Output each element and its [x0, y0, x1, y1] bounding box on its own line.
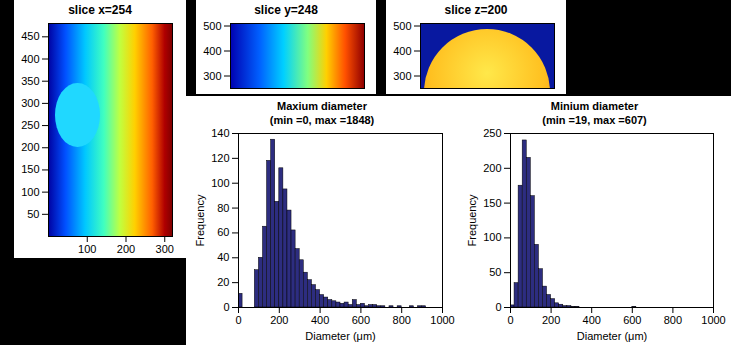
svg-text:100: 100 [211, 177, 229, 189]
svg-text:40: 40 [217, 251, 229, 263]
svg-text:Diameter (μm): Diameter (μm) [577, 330, 648, 342]
svg-text:300: 300 [393, 70, 411, 82]
svg-text:100: 100 [78, 243, 96, 255]
svg-text:250: 250 [483, 127, 501, 139]
svg-text:200: 200 [21, 141, 39, 153]
html-text:Maxium diameter: Maxium diameter [277, 100, 367, 112]
svg-text:50: 50 [27, 208, 39, 220]
svg-text:300: 300 [21, 97, 39, 109]
svg-text:20: 20 [217, 276, 229, 288]
svg-text:150: 150 [21, 163, 39, 175]
svg-text:600: 600 [623, 314, 641, 326]
svg-text:0: 0 [235, 314, 241, 326]
svg-text:1000: 1000 [701, 314, 725, 326]
svg-text:500: 500 [203, 20, 221, 32]
html-text:(min =0, max =1848): (min =0, max =1848) [269, 114, 375, 126]
svg-text:Frequency: Frequency [466, 194, 478, 246]
svg-text:450: 450 [21, 30, 39, 42]
svg-text:400: 400 [583, 314, 601, 326]
svg-text:140: 140 [211, 127, 229, 139]
svg-text:50: 50 [489, 266, 501, 278]
svg-text:400: 400 [393, 45, 411, 57]
svg-text:500: 500 [393, 20, 411, 32]
svg-text:250: 250 [21, 119, 39, 131]
svg-text:200: 200 [117, 243, 135, 255]
html-text:Minium diameter: Minium diameter [550, 100, 639, 112]
html-text:(min =19, max =607): (min =19, max =607) [542, 114, 647, 126]
svg-text:0: 0 [495, 301, 501, 313]
svg-text:400: 400 [21, 53, 39, 65]
svg-text:Diameter (μm): Diameter (μm) [305, 330, 376, 342]
html-text:slice y=248: slice y=248 [254, 3, 318, 17]
svg-text:300: 300 [156, 243, 174, 255]
svg-text:300: 300 [203, 70, 221, 82]
svg-text:800: 800 [393, 314, 411, 326]
html-text:slice x=254: slice x=254 [68, 3, 132, 17]
svg-text:100: 100 [21, 186, 39, 198]
svg-text:600: 600 [352, 314, 370, 326]
svg-text:Frequency: Frequency [194, 194, 206, 246]
svg-text:800: 800 [664, 314, 682, 326]
svg-text:200: 200 [270, 314, 288, 326]
html-text:slice z=200: slice z=200 [444, 3, 508, 17]
svg-text:400: 400 [311, 314, 329, 326]
svg-text:60: 60 [217, 226, 229, 238]
svg-text:200: 200 [483, 162, 501, 174]
svg-text:0: 0 [507, 314, 513, 326]
svg-text:150: 150 [483, 197, 501, 209]
svg-text:80: 80 [217, 202, 229, 214]
svg-text:100: 100 [483, 231, 501, 243]
svg-text:120: 120 [211, 152, 229, 164]
svg-text:1000: 1000 [430, 314, 454, 326]
svg-text:350: 350 [21, 75, 39, 87]
svg-text:400: 400 [203, 45, 221, 57]
svg-text:0: 0 [223, 301, 229, 313]
svg-text:200: 200 [542, 314, 560, 326]
